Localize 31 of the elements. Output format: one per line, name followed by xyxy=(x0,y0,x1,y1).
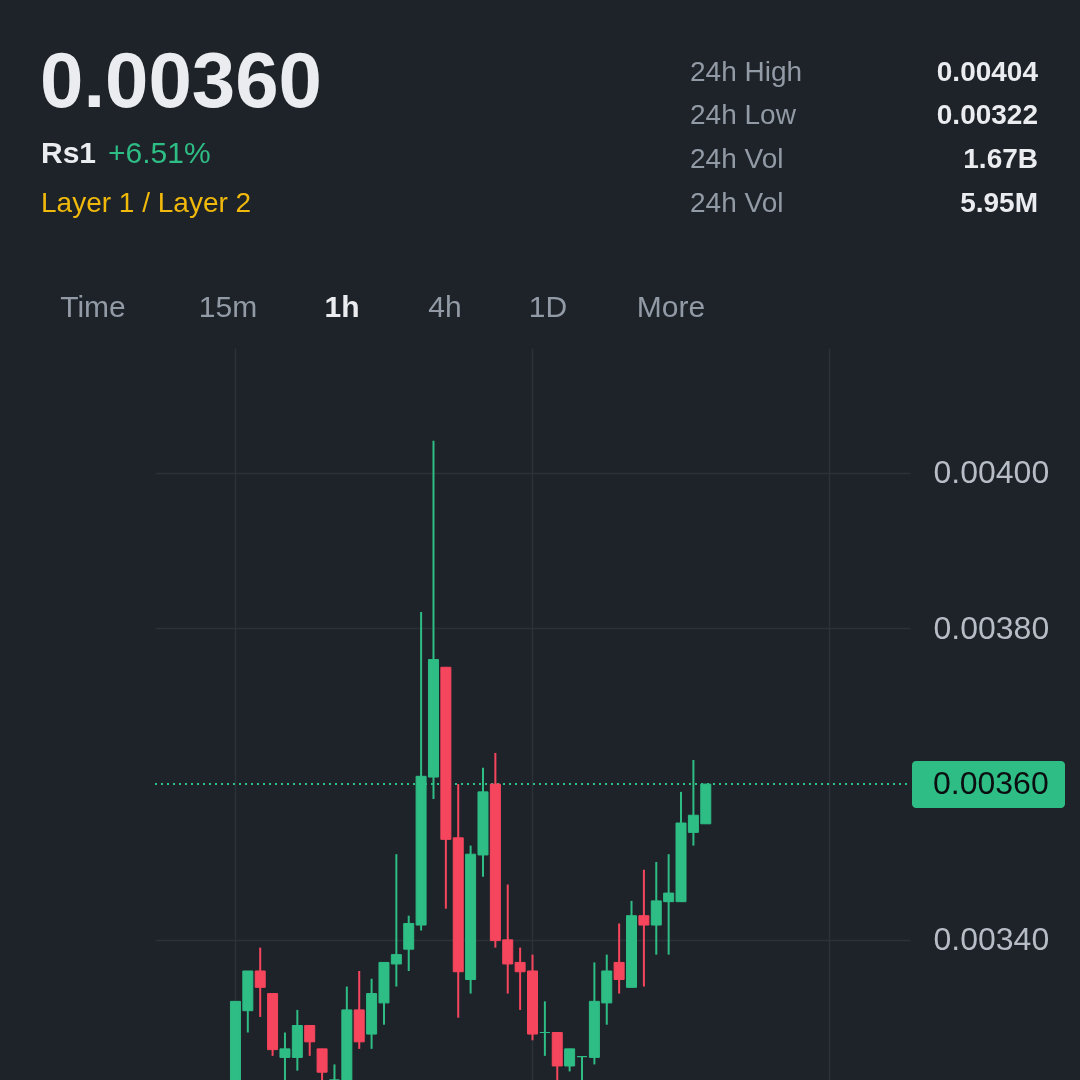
text: 0.00404 xyxy=(936,56,1039,87)
text: 4h xyxy=(428,290,462,323)
candlestick xyxy=(316,1047,328,1080)
text: 1D xyxy=(528,290,568,323)
candlestick xyxy=(564,1047,576,1073)
text: +6.51% xyxy=(108,136,211,169)
text: Time xyxy=(60,290,126,323)
chart-title: 0.00360 xyxy=(40,36,322,124)
candlestick xyxy=(254,946,266,1018)
text: 24h Low xyxy=(690,99,797,130)
candlestick xyxy=(613,922,625,995)
text: 1h xyxy=(324,290,360,323)
text: 24h Vol xyxy=(690,187,784,218)
text: Rs1 xyxy=(41,136,97,169)
y-tick-label: 0.00340 xyxy=(933,921,1050,958)
text: 0.00322 xyxy=(936,99,1038,130)
y-tick-label: 0.00380 xyxy=(933,609,1050,646)
candlestick xyxy=(304,1024,316,1057)
text: 5.95M xyxy=(960,187,1038,218)
text: 1.67B xyxy=(963,143,1038,174)
candlestick xyxy=(328,1063,340,1080)
y-tick-label: 0.00400 xyxy=(933,454,1050,491)
candlestick xyxy=(638,868,650,988)
candlestick xyxy=(576,1055,588,1080)
text: 24h Vol xyxy=(690,143,784,174)
text: 15m xyxy=(198,290,258,323)
ref-line-label: 0.00360 xyxy=(933,765,1049,802)
candlestick xyxy=(539,1000,551,1057)
text: More xyxy=(636,290,706,323)
text: 24h High xyxy=(690,56,803,87)
text: Layer 1 / Layer 2 xyxy=(41,187,252,218)
